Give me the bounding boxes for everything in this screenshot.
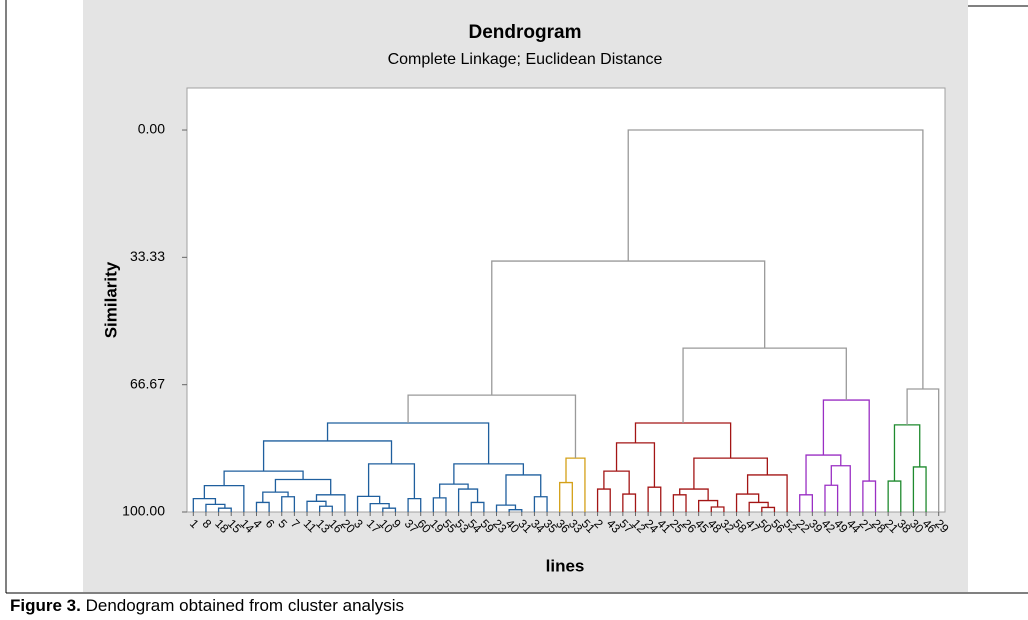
dendrogram-link — [407, 394, 577, 459]
dendrogram-link — [407, 497, 422, 512]
dendrogram-link — [192, 497, 217, 512]
chart: Dendrogram Complete Linkage; Euclidean D… — [5, 0, 1028, 594]
dendrogram-link — [735, 493, 760, 512]
caption: Figure 3. Dendogram obtained from cluste… — [10, 596, 404, 616]
dendrogram-link — [356, 495, 381, 512]
dendrogram-link — [565, 457, 586, 512]
dendrogram-link — [432, 497, 447, 512]
dendrogram-link — [533, 496, 548, 512]
dendrogram-link — [274, 478, 332, 495]
dendrogram-link — [698, 499, 719, 512]
dendrogram-link — [799, 494, 813, 512]
dendrogram-link — [262, 491, 289, 503]
caption-text: Dendogram obtained from cluster analysis — [85, 596, 405, 615]
plot-area — [186, 87, 946, 513]
dendrogram-link — [682, 347, 847, 423]
dendrogram-link — [315, 494, 346, 512]
x-axis-label: lines — [546, 556, 585, 575]
dendrogram-link — [306, 500, 327, 512]
dendrogram-link — [805, 454, 842, 495]
dendrogram-link — [746, 474, 788, 512]
dendrogram-link — [603, 470, 630, 495]
y-tick-label: 100.00 — [122, 503, 165, 519]
y-tick-label: 66.67 — [130, 375, 165, 391]
dendrogram-link — [505, 474, 542, 506]
y-axis-label: Similarity — [101, 261, 120, 338]
dendrogram-link — [281, 496, 296, 512]
chart-title: Dendrogram — [469, 22, 582, 43]
dendrogram-link — [627, 129, 924, 390]
dendrogram-link — [693, 457, 768, 490]
dendrogram-link — [622, 493, 637, 512]
dendrogram-link — [906, 388, 940, 512]
dendrogram-link — [491, 260, 766, 396]
y-tick-label: 33.33 — [130, 248, 165, 264]
chart-subtitle: Complete Linkage; Euclidean Distance — [388, 51, 663, 68]
dendrogram-link — [223, 470, 304, 486]
y-tick-label: 0.00 — [138, 121, 165, 137]
dendrogram-link — [672, 494, 687, 512]
caption-label: Figure 3. — [10, 596, 81, 615]
